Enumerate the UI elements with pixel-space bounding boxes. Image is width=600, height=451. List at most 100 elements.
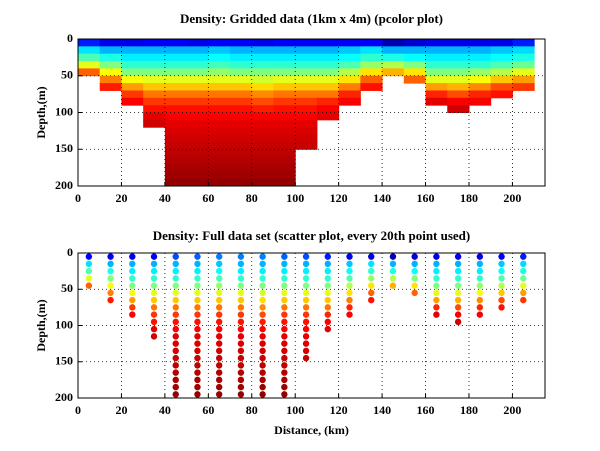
heatmap-cell [490, 90, 513, 99]
heatmap-cell [316, 39, 340, 47]
scatter-point [172, 311, 179, 318]
heatmap-cell [78, 39, 101, 47]
scatter-point [281, 347, 288, 355]
heatmap-cell [273, 97, 296, 106]
heatmap-cell [338, 46, 361, 55]
heatmap-cell [468, 75, 492, 84]
heatmap-cell [186, 141, 209, 150]
heatmap-cell [490, 83, 513, 91]
scatter-point [346, 282, 353, 289]
chart-title: Density: Gridded data (1km x 4m) (pcolor… [180, 11, 443, 26]
scatter-point [194, 354, 201, 362]
scatter-point [324, 275, 331, 282]
scatter-point [107, 267, 114, 275]
scatter-point [368, 267, 375, 275]
scatter-point [107, 296, 114, 304]
heatmap-cell [447, 61, 470, 69]
x-tick-label: 60 [202, 191, 214, 205]
heatmap-cell [447, 53, 470, 62]
heatmap-cell [251, 134, 274, 143]
scatter-point [302, 333, 310, 340]
heatmap-cell [338, 97, 361, 106]
heatmap-cell [143, 46, 166, 55]
scatter-point [476, 267, 484, 275]
scatter-point [324, 260, 331, 268]
scatter-point [194, 267, 201, 275]
heatmap-cell [186, 39, 209, 47]
heatmap-cell [230, 46, 253, 55]
heatmap-cell [490, 46, 513, 55]
heatmap-cell [186, 134, 209, 143]
heatmap-cell [230, 171, 253, 180]
heatmap-cell [230, 61, 253, 69]
scatter-point [129, 304, 136, 311]
scatter-point [107, 289, 114, 297]
x-tick-label: 60 [202, 403, 214, 417]
heatmap-cell [186, 83, 209, 91]
heatmap-cell [164, 163, 188, 172]
scatter-point [237, 354, 245, 362]
y-tick-label: 150 [55, 141, 73, 155]
heatmap-cell [512, 61, 535, 69]
scatter-point [150, 253, 158, 260]
x-tick-label: 160 [417, 191, 435, 205]
heatmap-cell [186, 105, 209, 113]
scatter-point [150, 282, 158, 289]
x-tick-label: 100 [286, 191, 304, 205]
scatter-point [324, 311, 331, 318]
y-tick-label: 200 [55, 178, 73, 192]
heatmap-cell [230, 178, 253, 187]
heatmap-cell [208, 53, 231, 62]
scatter-point [368, 275, 375, 282]
scatter-point [433, 260, 440, 268]
heatmap-cell [121, 83, 144, 91]
heatmap-cell [186, 178, 209, 187]
scatter-point [237, 282, 245, 289]
heatmap-cell [99, 61, 122, 69]
y-tick-label: 100 [55, 104, 73, 118]
y-tick-label: 0 [67, 31, 73, 45]
scatter-point [476, 260, 484, 268]
heatmap-cell [143, 105, 166, 113]
scatter-point [498, 275, 505, 282]
scatter-point [150, 325, 158, 333]
heatmap-cell [164, 68, 188, 77]
heatmap-cell [512, 83, 535, 91]
heatmap-cell [251, 83, 274, 91]
scatter-point [411, 260, 418, 268]
heatmap-cell [273, 90, 296, 99]
scatter-point [281, 362, 288, 369]
heatmap-cell [447, 97, 470, 106]
heatmap-cell [164, 90, 188, 99]
heatmap-cell [99, 75, 122, 84]
heatmap-cell [230, 149, 253, 158]
heatmap-cell [403, 68, 427, 77]
heatmap-cell [143, 83, 166, 91]
x-tick-label: 40 [159, 191, 171, 205]
scatter-point [259, 376, 266, 384]
scatter-point [259, 267, 266, 275]
scatter-point [172, 391, 179, 398]
heatmap-cell [468, 61, 492, 69]
heatmap-cell [316, 75, 340, 84]
heatmap-cell [208, 61, 231, 69]
scatter-point [498, 296, 505, 304]
heatmap-cell [251, 171, 274, 180]
scatter-point [259, 253, 266, 260]
scatter-point [215, 282, 223, 289]
heatmap-cell [295, 68, 318, 77]
scatter-point [259, 325, 266, 333]
heatmap-cell [273, 105, 296, 113]
scatter-point [194, 391, 201, 398]
scatter-point [150, 311, 158, 318]
heatmap-cell [251, 61, 274, 69]
heatmap-cell [468, 90, 492, 99]
heatmap-cell [230, 127, 253, 136]
scatter-point [433, 267, 440, 275]
scatter-point [476, 282, 484, 289]
heatmap-cell [512, 53, 535, 62]
y-tick-label: 0 [67, 245, 73, 259]
scatter-point [433, 282, 440, 289]
heatmap-cell [164, 75, 188, 84]
heatmap-cell [186, 53, 209, 62]
